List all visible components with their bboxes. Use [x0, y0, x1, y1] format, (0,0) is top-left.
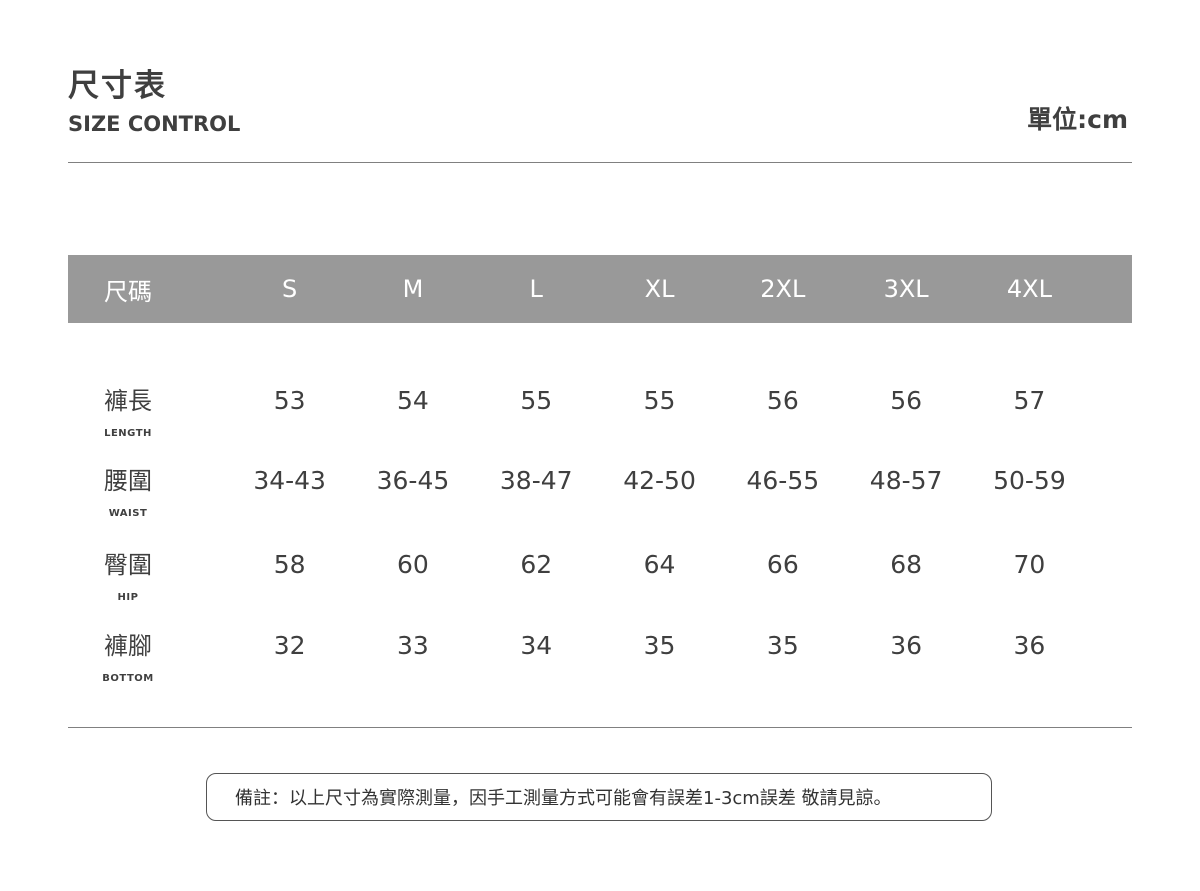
- table-cell: 33: [397, 631, 429, 660]
- size-header: 2XL: [760, 275, 806, 303]
- note-box: 備註：以上尺寸為實際測量，因手工測量方式可能會有誤差1-3cm誤差 敬請見諒。: [206, 773, 992, 821]
- size-header: M: [402, 275, 424, 303]
- table-cell: 50-59: [993, 466, 1066, 495]
- table-cell: 34-43: [253, 466, 326, 495]
- table-cell: 70: [1013, 550, 1046, 579]
- row-label: 褲腳 BOTTOM: [68, 631, 188, 684]
- table-cell: 32: [273, 631, 306, 660]
- table-cell: 42-50: [623, 466, 696, 495]
- table-cell: 58: [273, 550, 306, 579]
- size-header: XL: [644, 275, 675, 303]
- row-label: 腰圍 WAIST: [68, 466, 188, 519]
- table-cell: 56: [766, 386, 799, 415]
- size-header: 3XL: [883, 275, 929, 303]
- table-cell: 36: [890, 631, 923, 660]
- table-cell: 62: [520, 550, 553, 579]
- row-label-zh: 褲腳: [104, 632, 152, 660]
- table-row: 褲腳 BOTTOM 32 33 34 35 35 36 36: [68, 631, 1132, 684]
- table-row: 臀圍 HIP 58 60 62 64 66 68 70: [68, 550, 1132, 603]
- table-cell: 54: [397, 386, 429, 415]
- table-row: 褲長 LENGTH 53 54 55 55 56 56 57: [68, 386, 1132, 439]
- row-label-zh: 褲長: [104, 387, 152, 415]
- table-cell: 56: [890, 386, 923, 415]
- row-label-en: HIP: [117, 592, 139, 603]
- row-label-en: WAIST: [108, 508, 148, 519]
- row-label: 臀圍 HIP: [68, 550, 188, 603]
- table-cell: 35: [766, 631, 799, 660]
- table-cell: 60: [397, 550, 429, 579]
- size-header: L: [529, 275, 543, 303]
- table-cell: 34: [520, 631, 553, 660]
- table-row: 腰圍 WAIST 34-43 36-45 38-47 42-50 46-55 48-57 50-…: [68, 466, 1132, 519]
- table-cell: 55: [643, 386, 676, 415]
- table-cell: 36-45: [376, 466, 450, 495]
- table-cell: 57: [1013, 386, 1046, 415]
- size-header: 4XL: [1006, 275, 1052, 303]
- top-divider: [68, 162, 1132, 163]
- table-cell: 48-57: [869, 466, 943, 495]
- bottom-divider: [68, 727, 1132, 728]
- table-cell: 53: [273, 386, 306, 415]
- unit-label: 單位:cm: [1027, 105, 1128, 134]
- table-cell: 35: [643, 631, 676, 660]
- row-label-zh: 臀圍: [104, 551, 152, 579]
- header-label: 尺碼: [104, 277, 152, 306]
- table-cell: 55: [520, 386, 553, 415]
- table-cell: 64: [643, 550, 676, 579]
- row-label-zh: 腰圍: [104, 467, 152, 495]
- table-cell: 66: [766, 550, 799, 579]
- table-header: 尺碼 S M L XL 2XL 3XL 4XL: [68, 255, 1132, 323]
- size-header: S: [282, 275, 298, 303]
- table-cell: 68: [890, 550, 923, 579]
- table-cell: 36: [1013, 631, 1046, 660]
- row-label-en: BOTTOM: [102, 673, 154, 684]
- row-label-en: LENGTH: [104, 428, 152, 439]
- table-cell: 46-55: [746, 466, 820, 495]
- page-subtitle: SIZE CONTROL: [68, 112, 241, 136]
- table-cell: 38-47: [499, 466, 573, 495]
- row-label: 褲長 LENGTH: [68, 386, 188, 439]
- page-title: 尺寸表: [68, 68, 167, 104]
